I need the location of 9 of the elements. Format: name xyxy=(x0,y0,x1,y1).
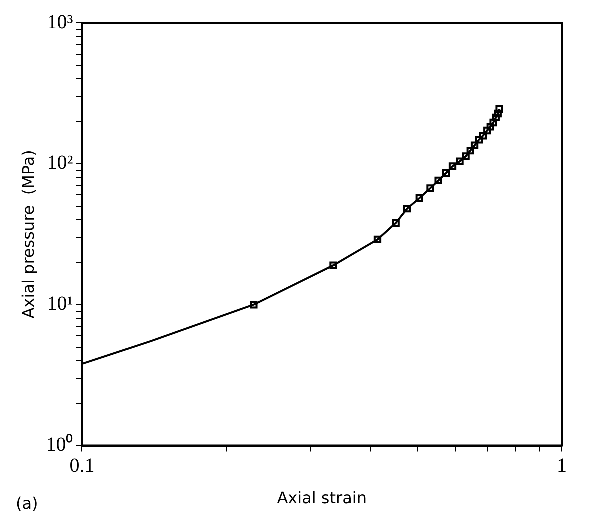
x-axis-title: Axial strain xyxy=(277,488,367,508)
x-tick-label: 1 xyxy=(557,455,567,478)
text: (a) xyxy=(16,494,38,513)
x-tick-label: 0.1 xyxy=(70,455,95,478)
y-tick-label: 10³ xyxy=(47,11,74,34)
y-tick-label: 10¹ xyxy=(47,293,74,316)
y-tick-label: 10² xyxy=(47,152,74,174)
y-tick-label: 10⁰ xyxy=(46,433,74,456)
y-axis-title: Axial pressure (MPa) xyxy=(18,150,38,319)
